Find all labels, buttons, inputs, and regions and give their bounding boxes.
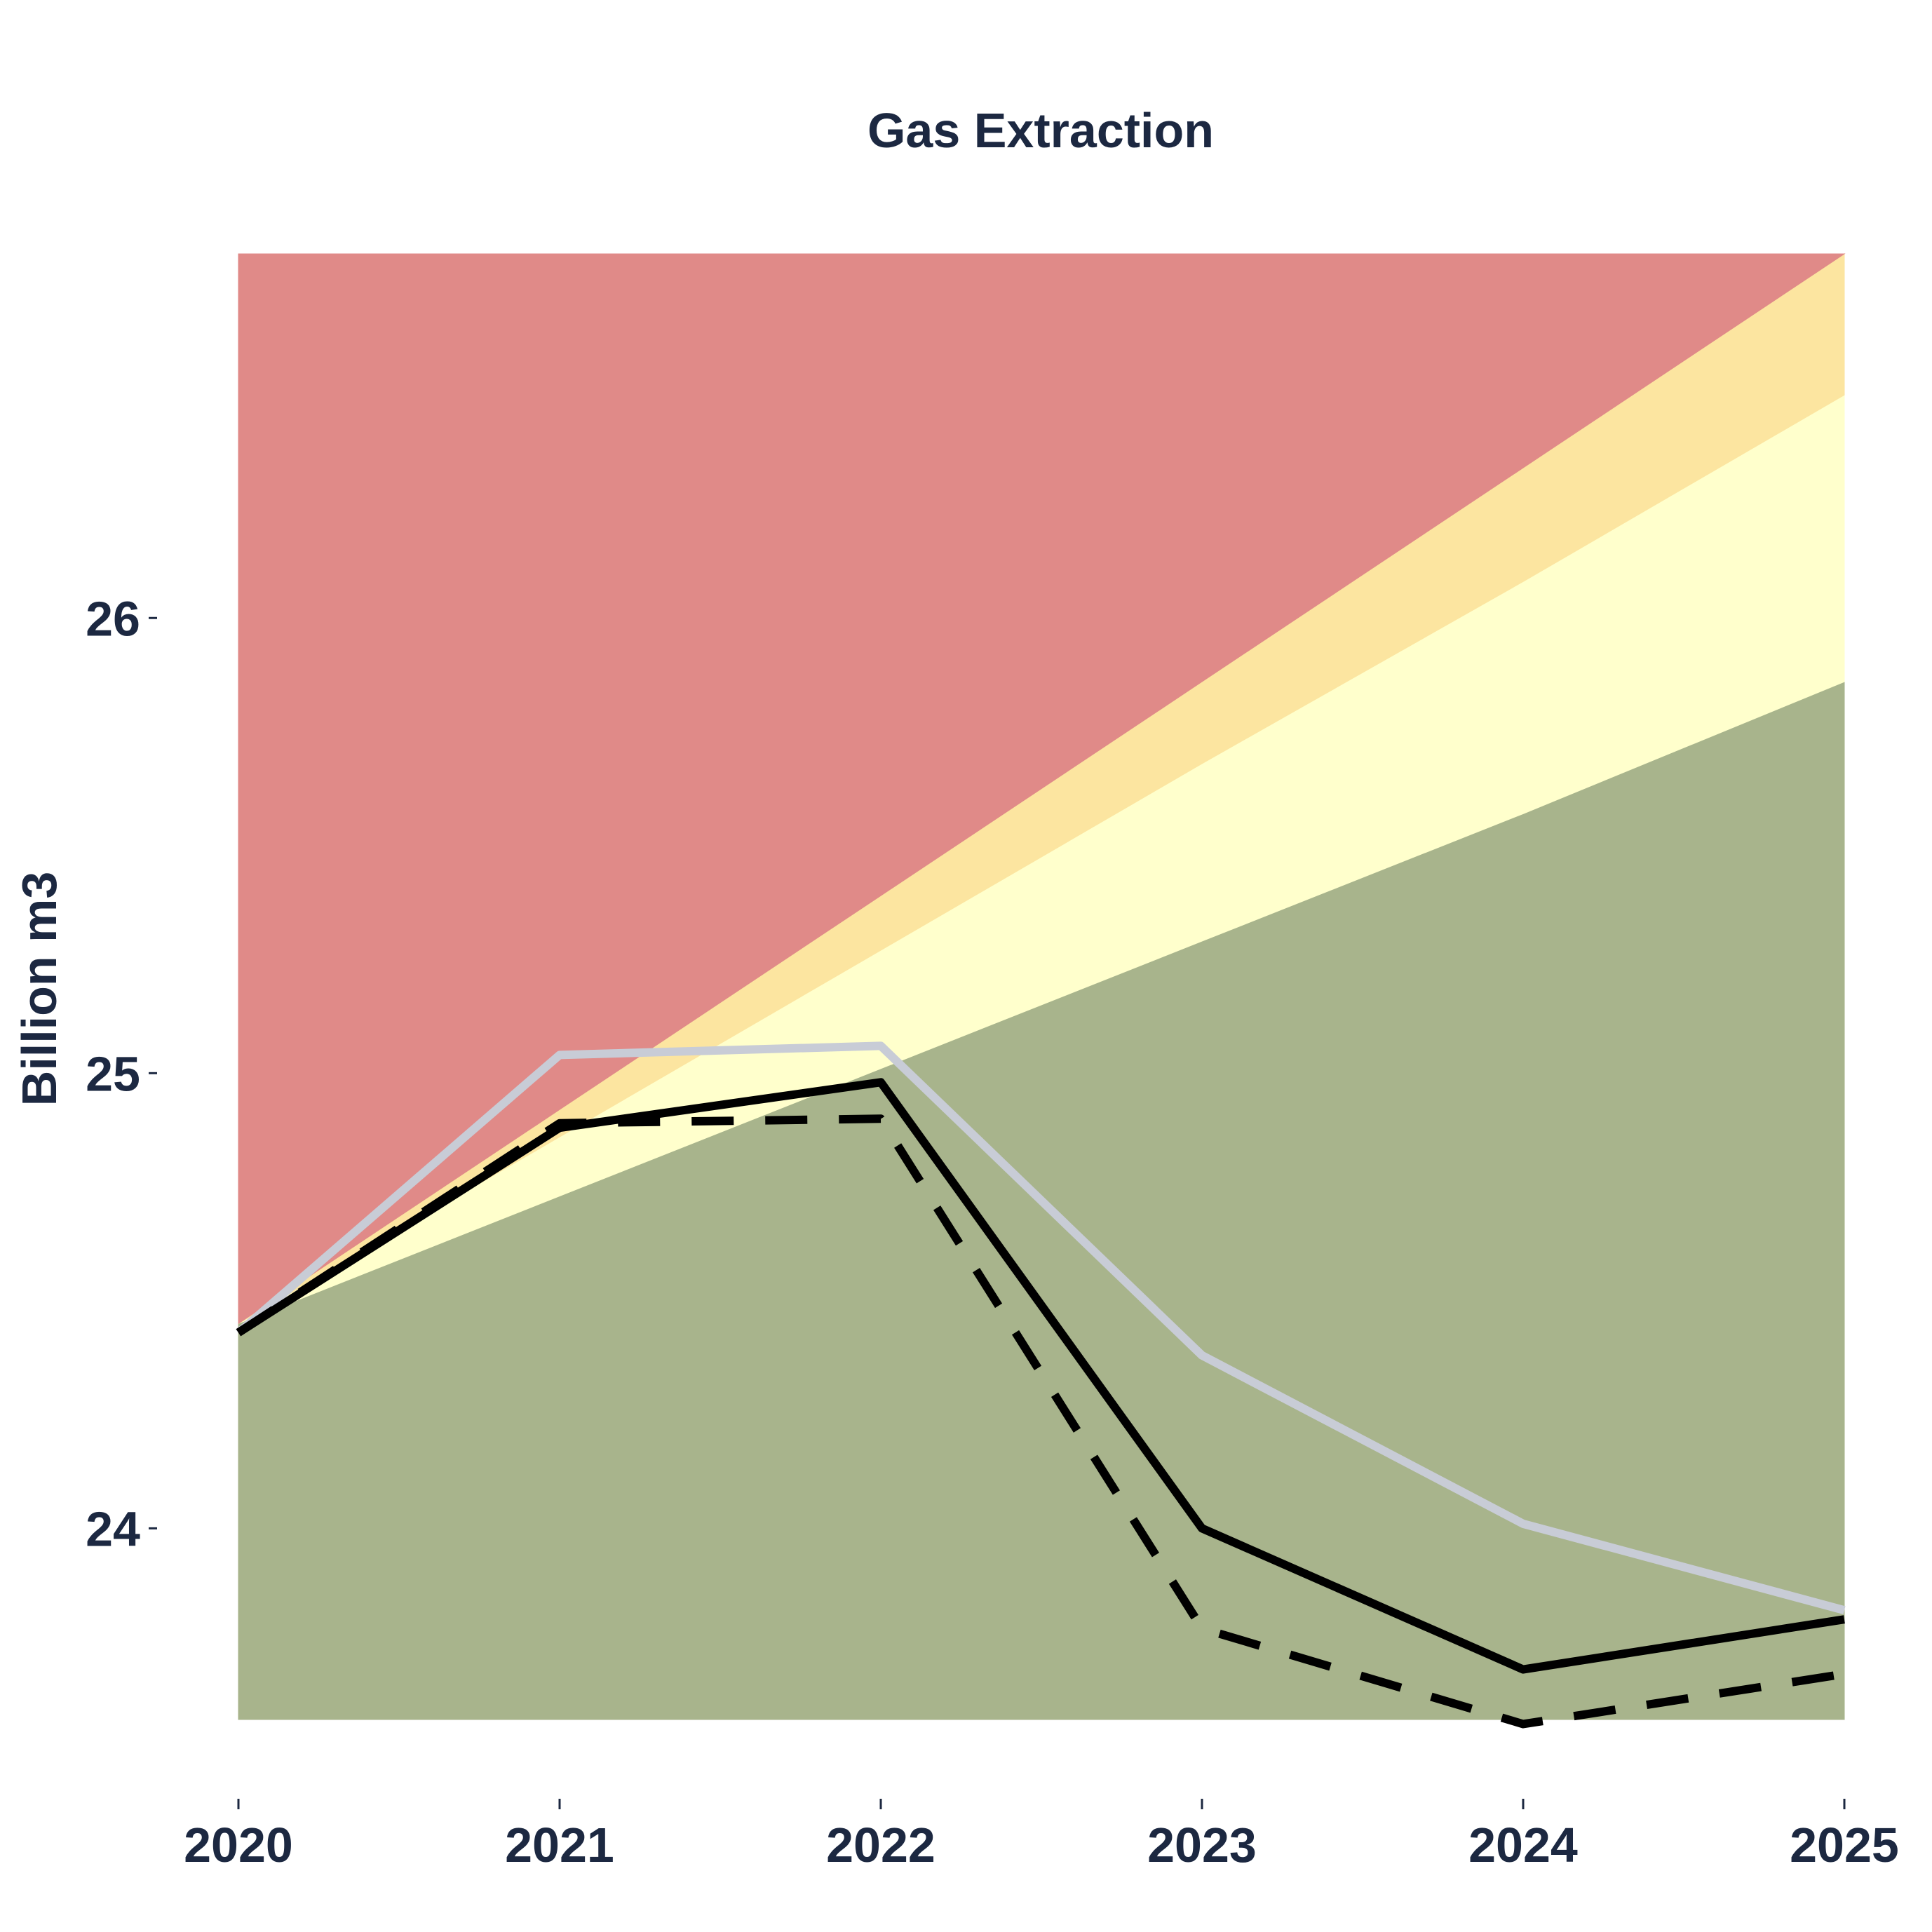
band-3 — [238, 253, 1846, 1325]
chart-title: Gas Extraction — [867, 103, 1214, 158]
x-axis: 2020 2021 2022 2023 2024 2025 — [184, 1799, 1899, 1872]
plot-lines — [236, 1041, 1846, 1729]
series-line-2 — [236, 1114, 1845, 1729]
x-tick-label: 2023 — [1147, 1818, 1257, 1872]
y-tick-label: 26 — [86, 591, 140, 646]
x-tick-label: 2021 — [505, 1818, 614, 1872]
y-axis-label: Billion m3 — [12, 872, 67, 1106]
x-tick-label: 2025 — [1790, 1818, 1899, 1872]
series-line-0 — [236, 1041, 1846, 1615]
y-axis: 24 25 26 — [86, 591, 157, 1556]
y-tick-label: 25 — [86, 1046, 140, 1101]
y-tick-label: 24 — [86, 1501, 140, 1556]
x-tick-label: 2020 — [184, 1818, 293, 1872]
plot-bands — [238, 253, 1846, 1720]
x-tick-label: 2022 — [826, 1818, 935, 1872]
x-tick-label: 2024 — [1468, 1818, 1578, 1872]
